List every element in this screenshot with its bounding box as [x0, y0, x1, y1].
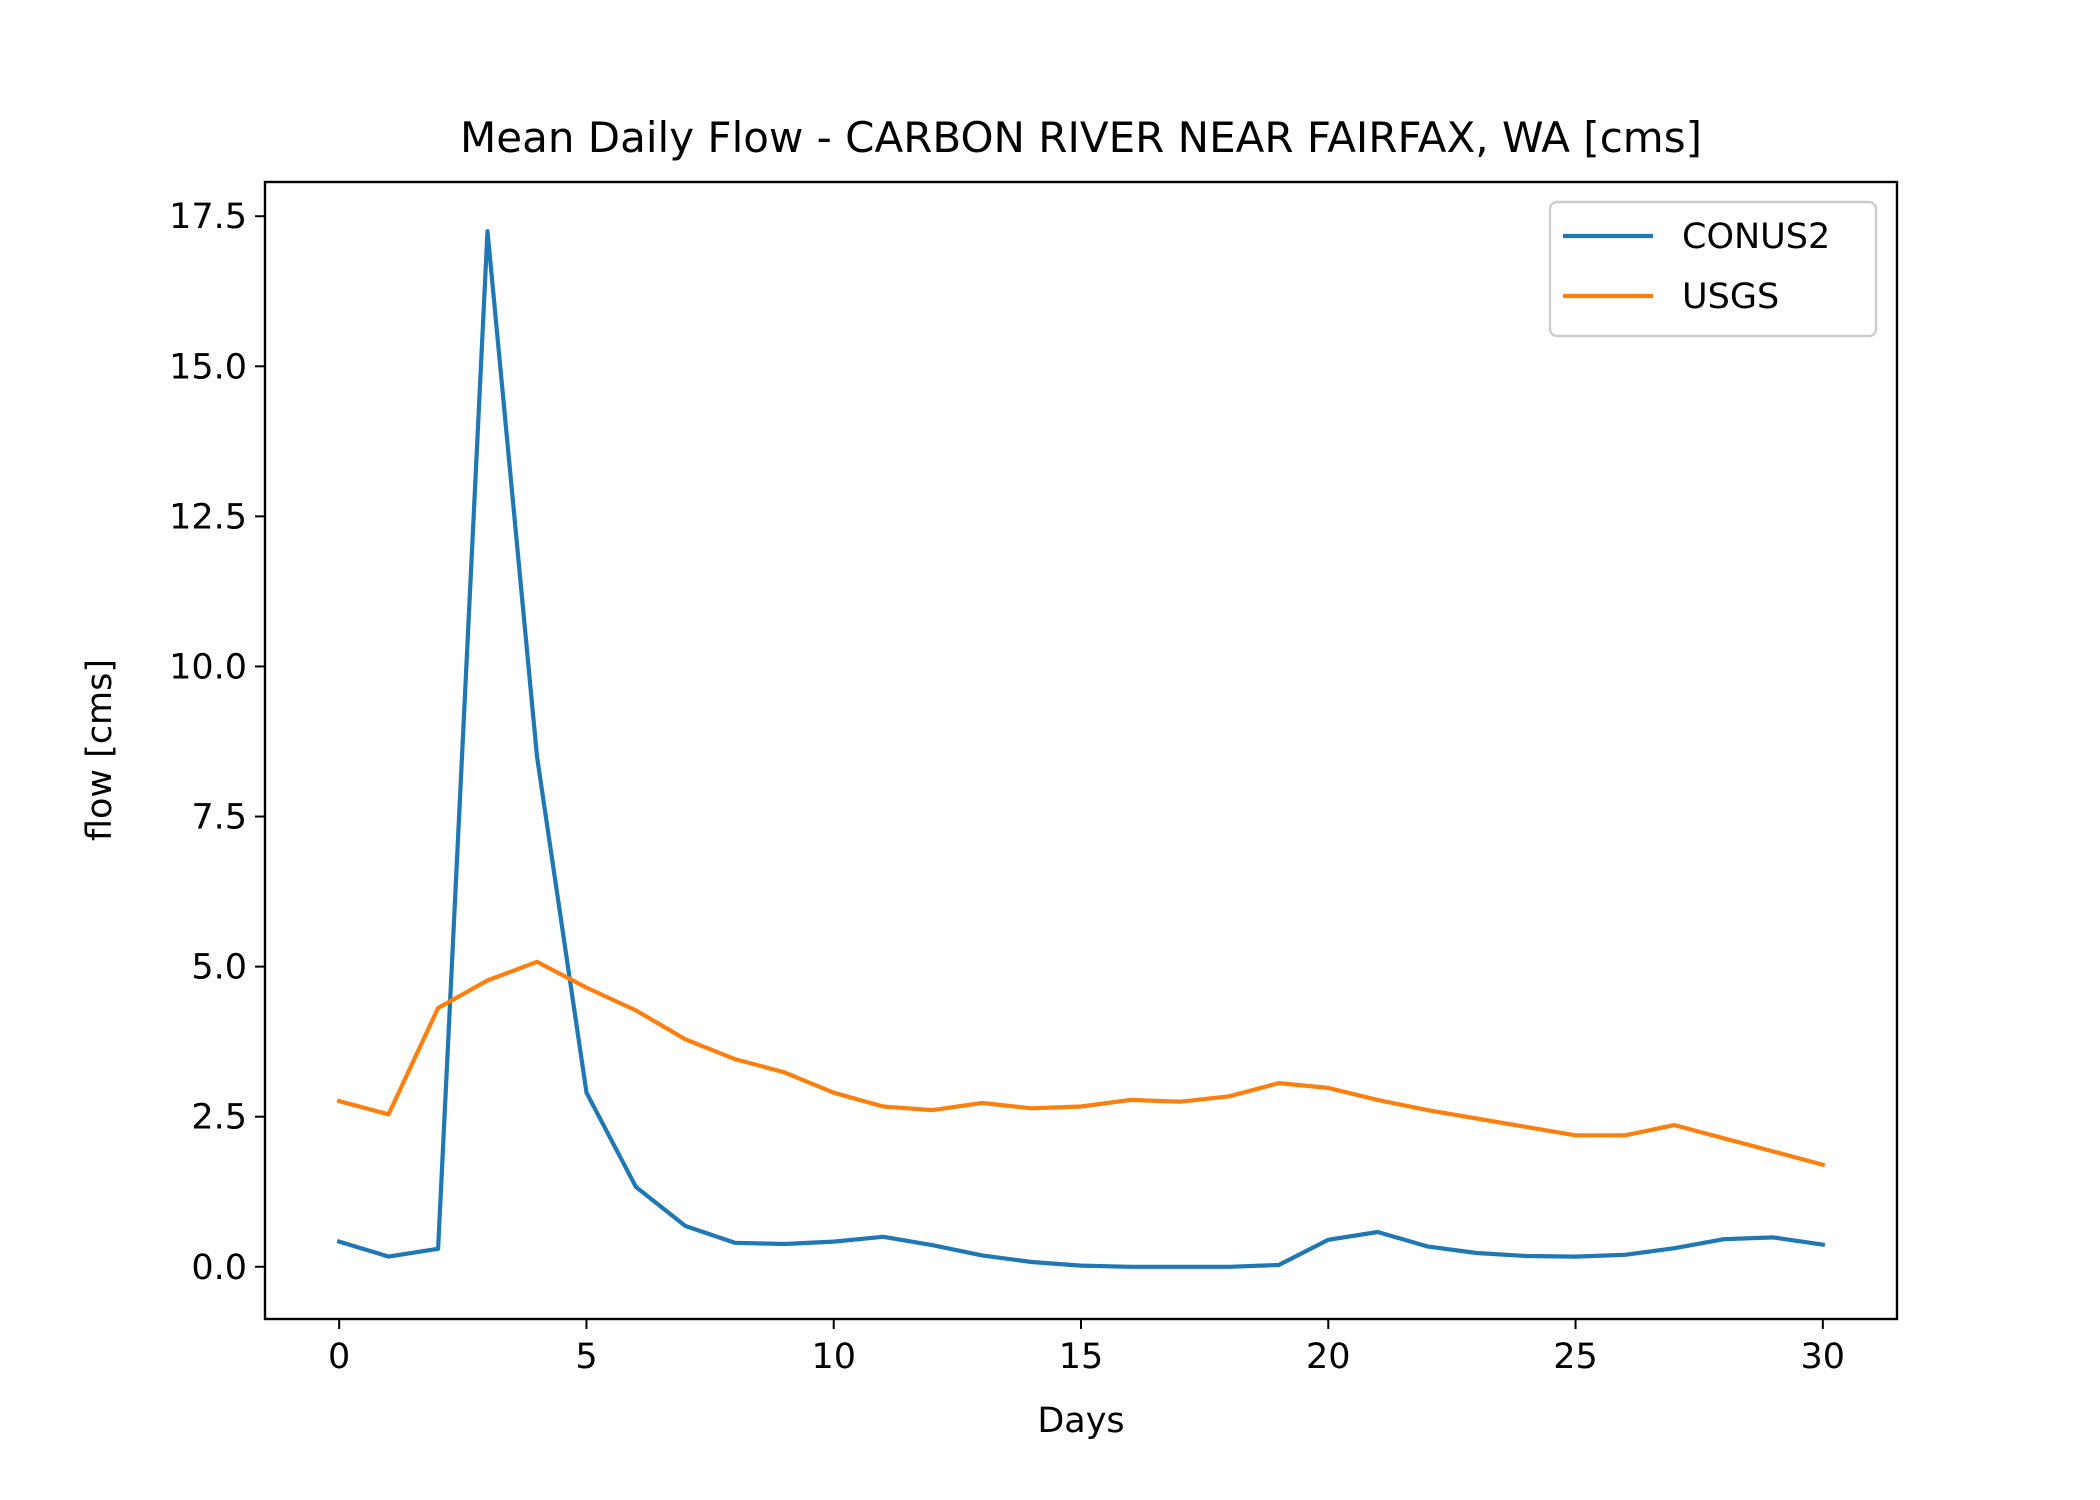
y-tick-label: 12.5 — [169, 497, 247, 537]
x-tick-label: 30 — [1801, 1337, 1846, 1377]
x-axis-label: Days — [1037, 1401, 1124, 1441]
legend-label-conus2: CONUS2 — [1682, 217, 1830, 257]
plot-lines — [336, 229, 1826, 1269]
x-tick-label: 15 — [1059, 1337, 1104, 1377]
series-line-conus2 — [336, 229, 1826, 1269]
x-tick-label: 10 — [811, 1337, 856, 1377]
x-tick-label: 20 — [1306, 1337, 1351, 1377]
plot-frame — [263, 180, 1899, 1321]
legend: CONUS2 USGS — [1548, 200, 1878, 338]
x-tick-label: 25 — [1553, 1337, 1598, 1377]
series-line-usgs — [336, 959, 1826, 1168]
y-tick-label: 17.5 — [169, 197, 247, 237]
y-tick-label: 10.0 — [169, 647, 247, 687]
y-axis-ticks: 0.0 2.5 5.0 7.5 10.0 12.5 15.0 17.5 — [169, 197, 265, 1288]
x-tick-label: 5 — [575, 1337, 597, 1377]
chart-title: Mean Daily Flow - CARBON RIVER NEAR FAIR… — [460, 113, 1702, 162]
x-axis-ticks: 0 5 10 15 20 25 30 — [328, 1319, 1845, 1377]
x-tick-label: 0 — [328, 1337, 350, 1377]
y-tick-label: 7.5 — [191, 798, 247, 838]
y-tick-label: 5.0 — [191, 948, 247, 988]
y-tick-label: 15.0 — [169, 347, 247, 387]
legend-label-usgs: USGS — [1682, 277, 1779, 317]
y-tick-label: 2.5 — [191, 1098, 247, 1138]
y-tick-label: 0.0 — [191, 1248, 247, 1288]
y-axis-label: flow [cms] — [80, 659, 120, 841]
